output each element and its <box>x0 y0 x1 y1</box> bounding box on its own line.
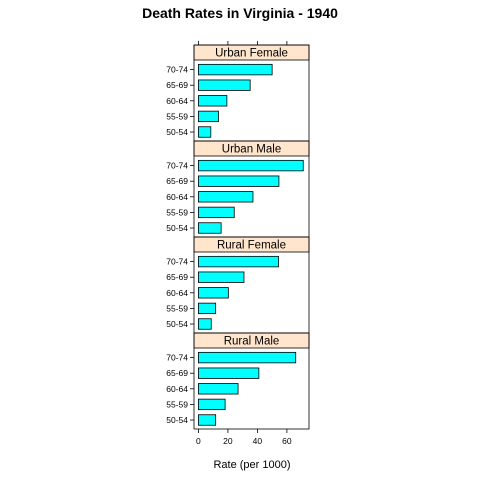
bar-urban-male-65-69 <box>198 175 280 187</box>
strip-label-urban-female: Urban Female <box>215 48 288 60</box>
y-tick-label-urban-male-55-59: 55-59 <box>166 207 188 217</box>
panels: Urban Female50-5455-5960-6465-6970-74Urb… <box>166 44 310 430</box>
y-tick-label-rural-female-65-69: 65-69 <box>166 272 188 282</box>
bar-urban-male-50-54 <box>198 222 222 234</box>
bar-urban-male-70-74 <box>198 159 304 172</box>
y-tick-label-rural-male-60-64: 60-64 <box>166 384 188 394</box>
x-axis: 0 20 40 60 <box>196 41 292 446</box>
panel-frame-rural-male <box>193 332 310 430</box>
bar-rural-male-60-64 <box>198 383 239 395</box>
y-tick-label-rural-female-60-64: 60-64 <box>166 288 188 298</box>
x-tick-label-60: 60 <box>282 436 292 446</box>
bar-urban-female-65-69 <box>198 79 251 91</box>
y-tick-label-urban-male-60-64: 60-64 <box>166 192 188 202</box>
y-tick-label-rural-male-70-74: 70-74 <box>166 353 188 363</box>
y-tick-label-urban-female-55-59: 55-59 <box>166 111 188 121</box>
x-axis-label: Rate (per 1000) <box>213 459 290 471</box>
strip-label-rural-female: Rural Female <box>217 240 286 252</box>
y-tick-label-rural-female-50-54: 50-54 <box>166 319 188 329</box>
panel-urban-male: Urban Male 50-54 55-59 60-64 65-69 70-74 <box>166 140 310 238</box>
bar-urban-female-60-64 <box>198 95 228 107</box>
bar-rural-male-50-54 <box>198 414 217 426</box>
y-tick-label-rural-female-55-59: 55-59 <box>166 303 188 313</box>
x-tick-label-20: 20 <box>223 436 233 446</box>
chart-title: Death Rates in Virginia - 1940 <box>142 5 338 21</box>
y-tick-label-urban-male-50-54: 50-54 <box>166 223 188 233</box>
bar-rural-male-70-74 <box>198 351 297 364</box>
y-tick-label-rural-male-65-69: 65-69 <box>166 368 188 378</box>
y-tick-label-rural-male-50-54: 50-54 <box>166 415 188 425</box>
bar-urban-female-55-59 <box>198 110 219 123</box>
bar-urban-male-60-64 <box>198 191 254 203</box>
bar-rural-female-65-69 <box>198 271 245 283</box>
panel-rural-female: Rural Female 50-54 55-59 60-64 65-69 70-74 <box>166 236 310 334</box>
strip-label-rural-male: Rural Male <box>224 336 280 348</box>
y-tick-label-urban-female-65-69: 65-69 <box>166 80 188 90</box>
bar-urban-female-50-54 <box>198 126 212 138</box>
strip-label-urban-male: Urban Male <box>222 144 281 156</box>
bar-rural-female-55-59 <box>198 302 217 315</box>
x-tick-label-40: 40 <box>253 436 263 446</box>
y-tick-label-rural-male-55-59: 55-59 <box>166 399 188 409</box>
panel-rural-male: Rural Male 50-54 55-59 60-64 65-69 70-74 <box>166 332 310 430</box>
bar-urban-female-70-74 <box>198 63 273 76</box>
bar-rural-male-65-69 <box>198 367 260 379</box>
bar-urban-male-55-59 <box>198 206 235 219</box>
y-tick-label-urban-female-70-74: 70-74 <box>166 65 188 75</box>
y-tick-label-urban-male-70-74: 70-74 <box>166 161 188 171</box>
y-tick-label-urban-male-65-69: 65-69 <box>166 176 188 186</box>
y-tick-label-rural-female-70-74: 70-74 <box>166 257 188 267</box>
y-tick-label-urban-female-50-54: 50-54 <box>166 127 188 137</box>
x-tick-label-0: 0 <box>196 436 201 446</box>
bar-rural-female-60-64 <box>198 287 229 299</box>
y-tick-label-urban-female-60-64: 60-64 <box>166 96 188 106</box>
bar-rural-female-50-54 <box>198 318 212 330</box>
bar-rural-female-70-74 <box>198 255 279 268</box>
panel-urban-female: Urban Female 50-54 55-59 60-64 65-69 70-74 <box>166 44 310 142</box>
bar-rural-male-55-59 <box>198 398 226 411</box>
